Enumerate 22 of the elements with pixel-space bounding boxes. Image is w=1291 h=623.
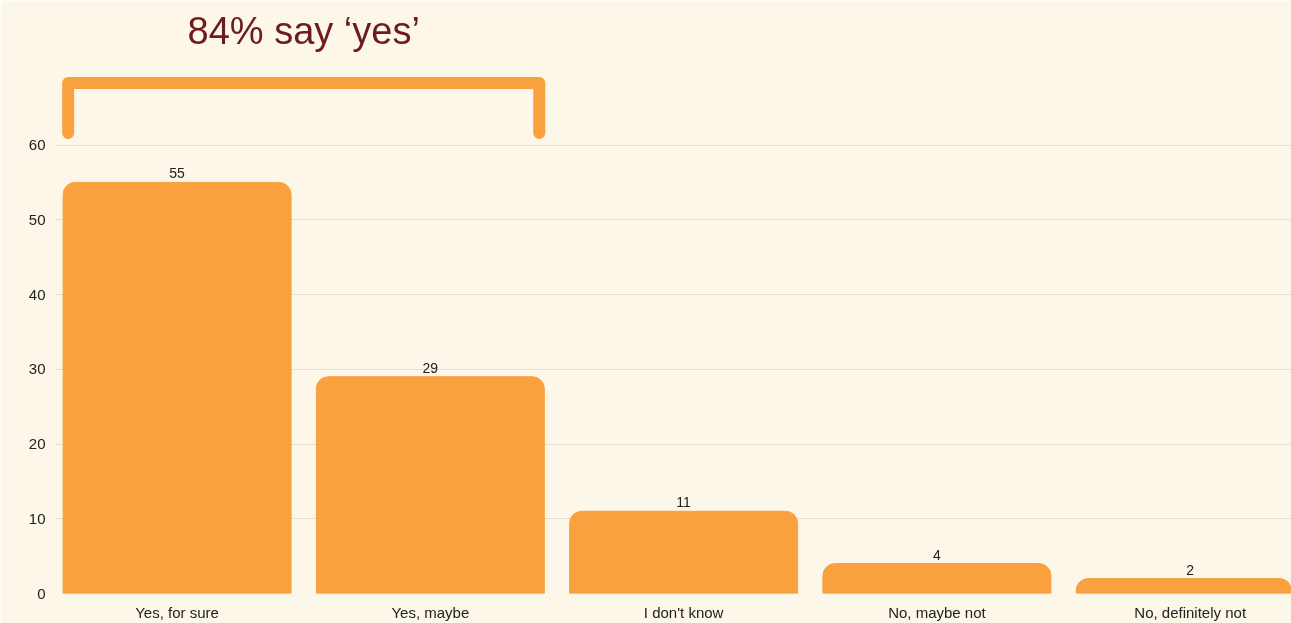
data-label: 55 — [169, 165, 186, 182]
x-tick-label: No, maybe not — [888, 603, 987, 621]
x-tick-label: No, definitely not — [1134, 603, 1247, 621]
data-label: 29 — [422, 359, 439, 376]
y-tick-label: 10 — [28, 509, 46, 527]
data-label: 11 — [676, 494, 692, 511]
annotation: 84% say ‘yes’ — [187, 9, 420, 52]
x-tick-label: I don't know — [643, 603, 724, 621]
data-label: 2 — [1186, 561, 1195, 578]
y-tick-label: 40 — [28, 285, 46, 303]
y-tick-label: 0 — [37, 584, 46, 602]
bar — [822, 563, 1052, 594]
y-tick-label: 50 — [28, 210, 46, 228]
x-tick-label: Yes, maybe — [391, 603, 470, 621]
data-label: 4 — [933, 546, 942, 563]
bar — [569, 510, 799, 594]
y-tick-label: 60 — [28, 136, 46, 154]
bar — [315, 376, 545, 594]
x-tick-label: Yes, for sure — [135, 603, 219, 621]
y-tick-label: 20 — [28, 435, 46, 453]
y-tick-label: 30 — [28, 360, 46, 378]
bar — [62, 181, 292, 594]
